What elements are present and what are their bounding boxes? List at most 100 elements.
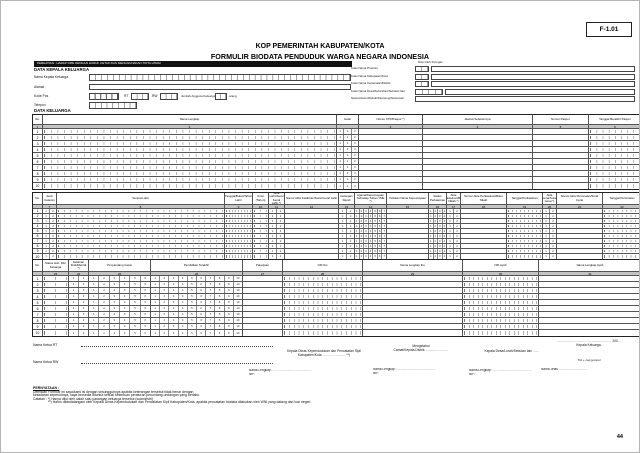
code-option: 2 — [360, 219, 365, 223]
cell-char — [283, 282, 363, 287]
code-option: 9 — [225, 318, 234, 323]
cell-char — [507, 214, 543, 218]
column-header: Status Hub. Dlm Keluarga — [43, 260, 69, 271]
code-option: 1 — [269, 249, 277, 253]
code-options: 1 2 3 4 5 6 7 8 9 10 — [151, 276, 242, 281]
code-options: 1 2 3 4 5 6 7 8 9 10 — [151, 282, 242, 287]
code-option: 5 — [188, 276, 198, 281]
spacer — [373, 353, 469, 368]
code-option: 2 — [456, 234, 458, 238]
code-option: 10 — [236, 318, 240, 323]
family-table-birth-marriage: No. Jenis Kelamin Tempat Lahir Tanggal/Bula… — [32, 192, 639, 260]
code-option: 2 — [360, 239, 365, 243]
column-header: No. — [33, 115, 43, 124]
cell-blank — [285, 214, 339, 218]
code-option: 7 — [206, 294, 216, 299]
code-option: 1 — [339, 249, 347, 253]
column-header: Nomor KTP/Paspor *) — [359, 115, 423, 124]
code-option: 3 — [438, 249, 443, 253]
cell-blank — [557, 239, 603, 243]
cell-blank — [285, 229, 339, 233]
char-boxes — [603, 249, 639, 253]
cell-char — [589, 153, 639, 158]
table-header-row: No. Jenis Kelamin Tempat Lahir Tanggal/Bula… — [33, 193, 639, 205]
cell-char — [589, 135, 639, 140]
column-header: Tuliskan Nama Kepercayaan — [387, 193, 429, 204]
catatan-line: Catatan : *) Hanya diisi oleh salah satu… — [33, 396, 153, 401]
code-option: 1 — [151, 306, 161, 311]
column-number: 23 — [43, 272, 69, 275]
code-option: 1 — [43, 244, 50, 248]
cell-char — [283, 312, 363, 317]
code-options: 1 2 3 4 5 6 7 8 9 10 — [151, 300, 242, 305]
code-option: 2 — [349, 239, 352, 243]
catatan-line2: **) Harus ditandatangani oleh Kepala Din… — [48, 400, 311, 405]
code-option: 2 — [52, 229, 54, 233]
cell-rownum: 1 — [33, 209, 43, 213]
code-option: 1 — [543, 214, 550, 218]
officer-row-label: Kode Nama Propinsi — [351, 67, 378, 71]
column-header: NIK Ayah — [463, 260, 539, 271]
code-option: 1 — [151, 276, 161, 281]
char-boxes — [463, 288, 538, 293]
code-option: 3 — [364, 224, 369, 228]
code-option: 1 — [339, 229, 347, 233]
column-number: 12 — [285, 205, 339, 208]
cell-blank — [423, 135, 533, 140]
cell-blank — [243, 282, 283, 287]
code-option: 3 — [110, 300, 120, 305]
code-option: 4 — [120, 306, 131, 311]
cell-char — [43, 177, 337, 182]
char-boxes — [507, 254, 542, 259]
code-option: 2 — [344, 141, 352, 146]
code-option: 5 — [188, 282, 198, 287]
column-number: 2 — [43, 125, 337, 128]
column-header: Kelainan Fisik/Mental *) — [69, 260, 89, 271]
code-option: 4 — [369, 234, 374, 238]
column-number: 31 — [588, 272, 592, 275]
code-option: 3 — [354, 147, 356, 152]
cell-codes: 1 2 3 4 5 6 7 8 9 10 — [151, 318, 243, 323]
code-option: 1 — [337, 147, 345, 152]
char-boxes — [603, 219, 639, 223]
code-option: 1 — [269, 239, 277, 243]
code-option: 8 — [215, 288, 225, 293]
label-ketua-rw: Nama Ketua RW — [33, 360, 59, 364]
code-option: 2 — [344, 147, 352, 152]
code-option: 2 — [349, 209, 352, 213]
code-option: 1 — [447, 249, 454, 253]
code-option: 6 — [197, 324, 207, 329]
column-number: 16 — [429, 205, 447, 208]
code-option: 2 — [456, 224, 458, 228]
pernyataan-title: PERNYATAAN : — [33, 386, 60, 390]
char-boxes — [603, 224, 639, 228]
code-option: 1 — [69, 282, 79, 287]
cell-rownum: 9 — [33, 324, 43, 329]
char-boxes — [225, 244, 252, 248]
code-option: 1 — [355, 254, 360, 259]
section-title-kepala-keluarga: DATA KEPALA KELUARGA — [34, 67, 90, 72]
cell-blank — [533, 153, 589, 158]
cell-blank — [363, 318, 463, 323]
cell-rownum: 3 — [33, 288, 43, 293]
code-option: 3 — [354, 159, 356, 164]
cell-char — [283, 276, 363, 281]
code-option: 3 — [364, 254, 369, 259]
cell-char — [57, 244, 225, 248]
code-option: 2 — [456, 209, 458, 213]
column-number: 21 — [557, 205, 603, 208]
